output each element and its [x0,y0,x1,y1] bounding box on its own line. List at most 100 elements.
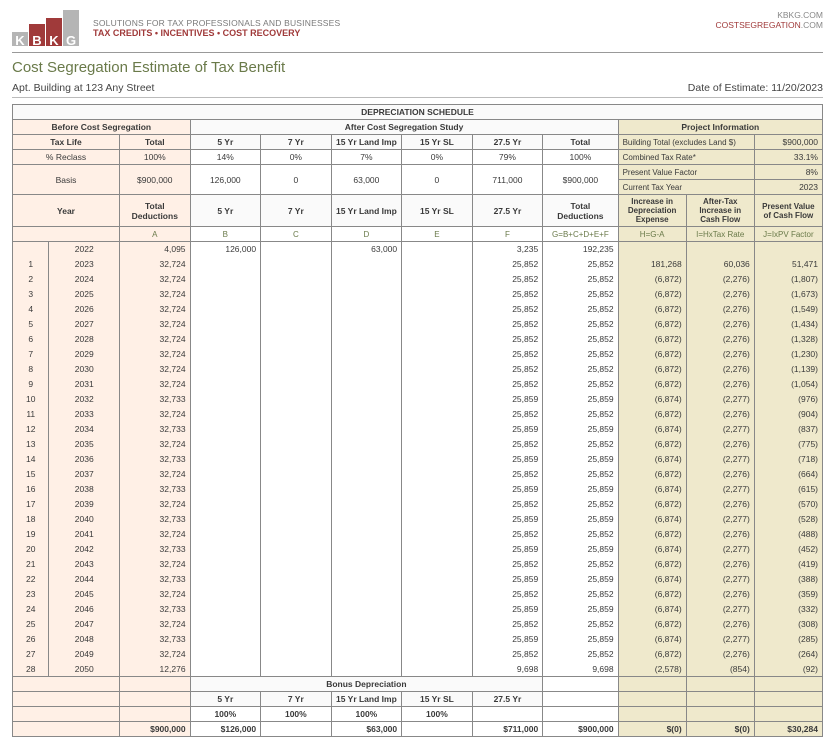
row-I: (2,276) [686,317,754,332]
row-G: 25,852 [543,647,618,662]
row-F: 25,852 [472,407,543,422]
row-E [402,407,473,422]
row-C [261,287,332,302]
pct-reclass-15land: 7% [331,150,402,165]
bonus-pct-275 [472,707,543,722]
row-H: (6,874) [618,512,686,527]
bonus-pct-5yr: 100% [190,707,261,722]
row-D [331,257,402,272]
table-row: 6202832,72425,85225,852(6,872)(2,276)(1,… [13,332,823,347]
row-D [331,362,402,377]
row-C [261,347,332,362]
row-C [261,557,332,572]
row-D [331,662,402,677]
row-A: 32,724 [120,617,191,632]
row-num: 12 [13,422,49,437]
row-I: 60,036 [686,257,754,272]
row-J [754,242,822,257]
table-row: 16203832,73325,85925,859(6,874)(2,277)(6… [13,482,823,497]
row-A: 32,733 [120,482,191,497]
row-E [402,542,473,557]
tagline-line1: SOLUTIONS FOR TAX PROFESSIONALS AND BUSI… [93,18,340,28]
row-B [190,662,261,677]
row-E [402,437,473,452]
row-E [402,452,473,467]
table-row: 25204732,72425,85225,852(6,872)(2,276)(3… [13,617,823,632]
row-G: 25,859 [543,422,618,437]
total-E [402,722,473,737]
row-year: 2026 [49,302,120,317]
row-num: 8 [13,362,49,377]
row-J: (1,673) [754,287,822,302]
row-B [190,437,261,452]
row-B [190,257,261,272]
row-I: (2,276) [686,527,754,542]
table-row: 18204032,73325,85925,859(6,874)(2,277)(5… [13,512,823,527]
col-5yr: 5 Yr [190,135,261,150]
row-D [331,557,402,572]
row-A: 32,724 [120,407,191,422]
row-D [331,497,402,512]
row-A: 32,733 [120,422,191,437]
pct-reclass-label: % Reclass [13,150,120,165]
row-E [402,272,473,287]
row-num: 16 [13,482,49,497]
table-row: 23204532,72425,85225,852(6,872)(2,276)(3… [13,587,823,602]
row-H: (6,872) [618,497,686,512]
row-D [331,287,402,302]
total-H: $(0) [618,722,686,737]
row-C [261,527,332,542]
row-C [261,362,332,377]
row-B [190,332,261,347]
row-A: 32,724 [120,497,191,512]
row-H: (6,872) [618,317,686,332]
row-num: 13 [13,437,49,452]
row-G: 25,852 [543,497,618,512]
row-C [261,242,332,257]
row-H: (6,874) [618,572,686,587]
row-D [331,422,402,437]
row-E [402,317,473,332]
row-year: 2043 [49,557,120,572]
blank-G [543,677,618,692]
blank-A [120,677,191,692]
row-J: (1,054) [754,377,822,392]
row-year: 2049 [49,647,120,662]
row-F: 25,859 [472,632,543,647]
row-E [402,497,473,512]
table-row: 5202732,72425,85225,852(6,872)(2,276)(1,… [13,317,823,332]
row-H: (6,872) [618,647,686,662]
basis-7yr: 0 [261,165,332,195]
row-D [331,632,402,647]
row-E [402,482,473,497]
row-G: 25,852 [543,377,618,392]
row-B [190,422,261,437]
after-header: After Cost Segregation Study [190,120,618,135]
row-J: (388) [754,572,822,587]
tagline-line2: TAX CREDITS • INCENTIVES • COST RECOVERY [93,28,340,38]
row-num: 5 [13,317,49,332]
row-J: (308) [754,617,822,632]
pct-reclass-total: 100% [120,150,191,165]
row-num: 24 [13,602,49,617]
row-B [190,557,261,572]
row-num: 11 [13,407,49,422]
row-year: 2045 [49,587,120,602]
logo-letter: K [46,33,63,48]
row-D [331,452,402,467]
row-F: 25,859 [472,512,543,527]
row-I: (2,276) [686,347,754,362]
row-G: 25,852 [543,557,618,572]
row-C [261,272,332,287]
row-J: (92) [754,662,822,677]
row-num: 9 [13,377,49,392]
pct-reclass-aftertotal: 100% [543,150,618,165]
row-year: 2025 [49,287,120,302]
row-A: 32,724 [120,272,191,287]
logo-letter: K [12,33,29,48]
row-year: 2048 [49,632,120,647]
costseg-url-red: COSTSEGREGATION [715,20,800,30]
row-C [261,452,332,467]
row-J: (1,139) [754,362,822,377]
table-row: 2202432,72425,85225,852(6,872)(2,276)(1,… [13,272,823,287]
